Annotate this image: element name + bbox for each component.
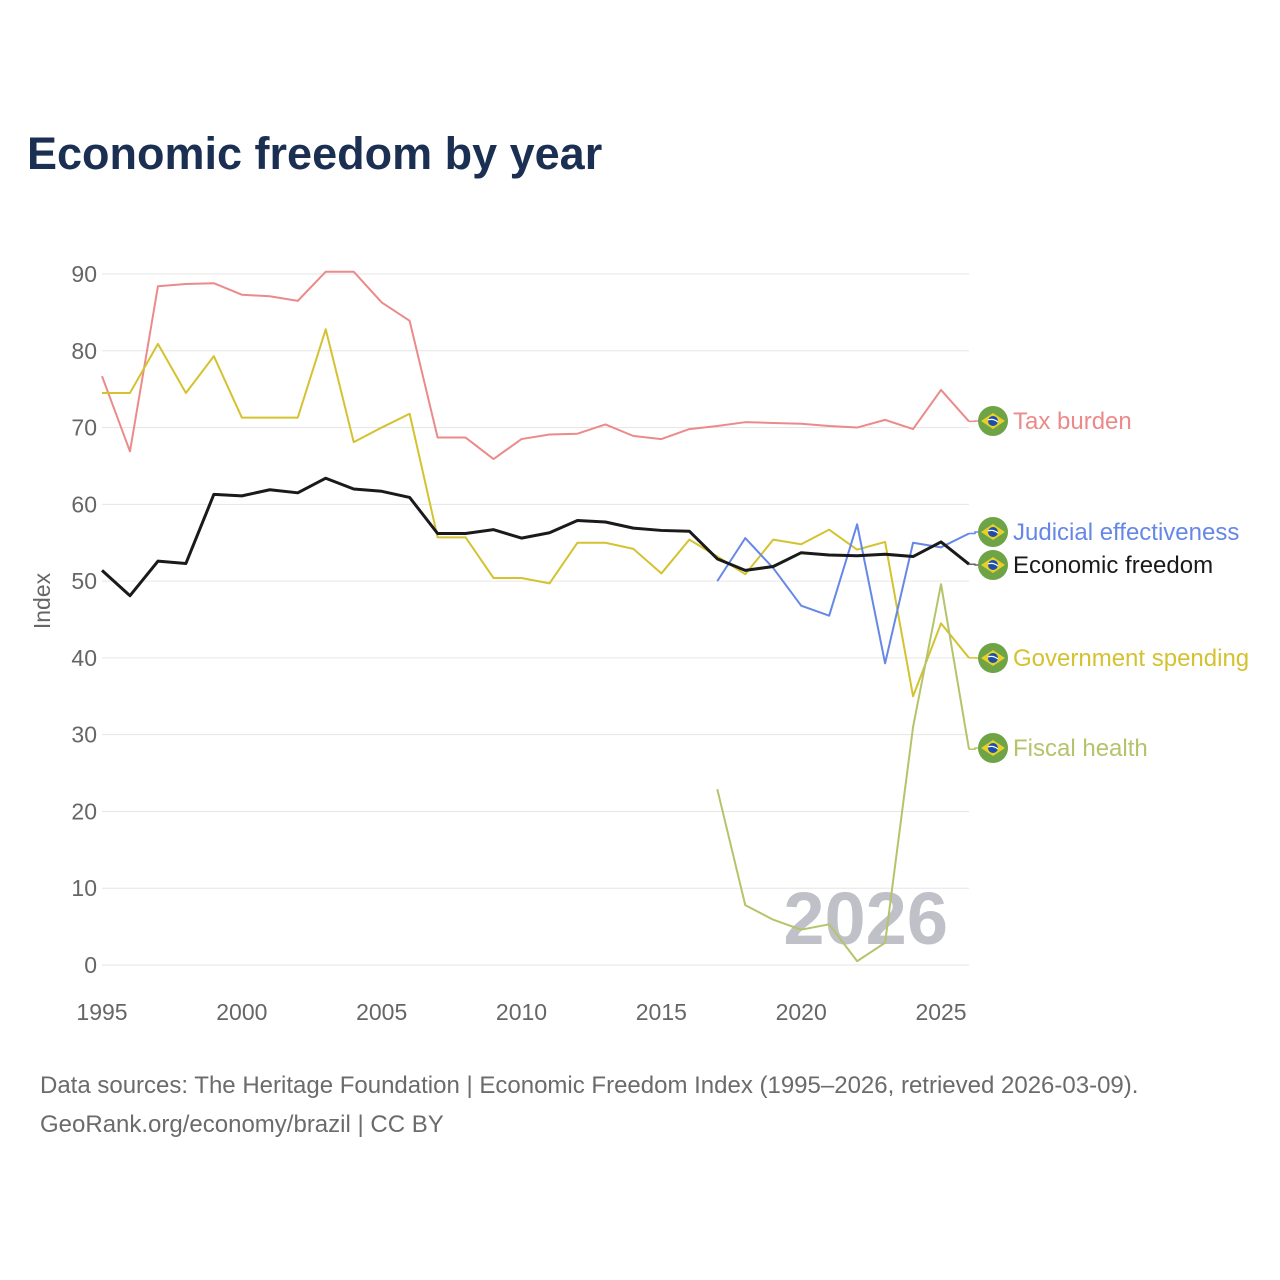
series-label: Economic freedom <box>1013 552 1213 579</box>
series-label: Government spending <box>1013 645 1249 672</box>
source-link[interactable]: GeoRank.org/economy/brazil | CC BY <box>40 1111 444 1138</box>
flag-band <box>987 745 999 750</box>
chart-footer: Data sources: The Heritage Foundation | … <box>40 1066 1138 1144</box>
flag-band <box>987 562 999 567</box>
y-tick-label: 50 <box>71 568 97 594</box>
x-tick-label: 2000 <box>216 999 267 1025</box>
series-line-fiscal-health <box>716 583 970 963</box>
series-line-judicial-effectiveness <box>716 523 970 665</box>
y-tick-label: 30 <box>71 722 97 748</box>
x-tick-label: 1995 <box>76 999 127 1025</box>
series-label: Tax burden <box>1013 408 1132 435</box>
flag-globe <box>988 527 998 537</box>
x-tick-label: 2025 <box>915 999 966 1025</box>
year-watermark: 2026 <box>783 877 948 960</box>
x-tick-label: 2005 <box>356 999 407 1025</box>
y-tick-label: 0 <box>84 952 97 978</box>
flag-band <box>987 655 999 660</box>
y-tick-label: 40 <box>71 645 97 671</box>
x-tick-label: 2020 <box>776 999 827 1025</box>
chart-title: Economic freedom by year <box>27 128 603 179</box>
series-line-government-spending <box>102 328 970 698</box>
y-tick-label: 80 <box>71 338 97 364</box>
brazil-flag-icon <box>978 517 1008 547</box>
x-tick-label: 2010 <box>496 999 547 1025</box>
y-tick-label: 70 <box>71 415 97 441</box>
flag-globe <box>988 743 998 753</box>
flag-band <box>987 529 999 534</box>
flag-globe <box>988 560 998 570</box>
y-tick-label: 90 <box>71 261 97 287</box>
series-line-economic-freedom <box>100 476 970 598</box>
x-tick-label: 2015 <box>636 999 687 1025</box>
series-label: Judicial effectiveness <box>1013 519 1239 546</box>
series-line-tax-burden <box>101 270 970 461</box>
data-sources: Data sources: The Heritage Foundation | … <box>40 1072 1139 1099</box>
flag-band <box>987 418 999 423</box>
y-tick-label: 20 <box>71 798 97 824</box>
flag-globe <box>988 416 998 426</box>
series-label: Fiscal health <box>1013 735 1148 762</box>
brazil-flag-icon <box>978 550 1008 580</box>
y-axis-label: Index <box>29 572 55 629</box>
y-tick-label: 60 <box>71 491 97 517</box>
y-tick-label: 10 <box>71 875 97 901</box>
brazil-flag-icon <box>978 643 1008 673</box>
flag-globe <box>988 653 998 663</box>
brazil-flag-icon <box>978 406 1008 436</box>
brazil-flag-icon <box>978 733 1008 763</box>
